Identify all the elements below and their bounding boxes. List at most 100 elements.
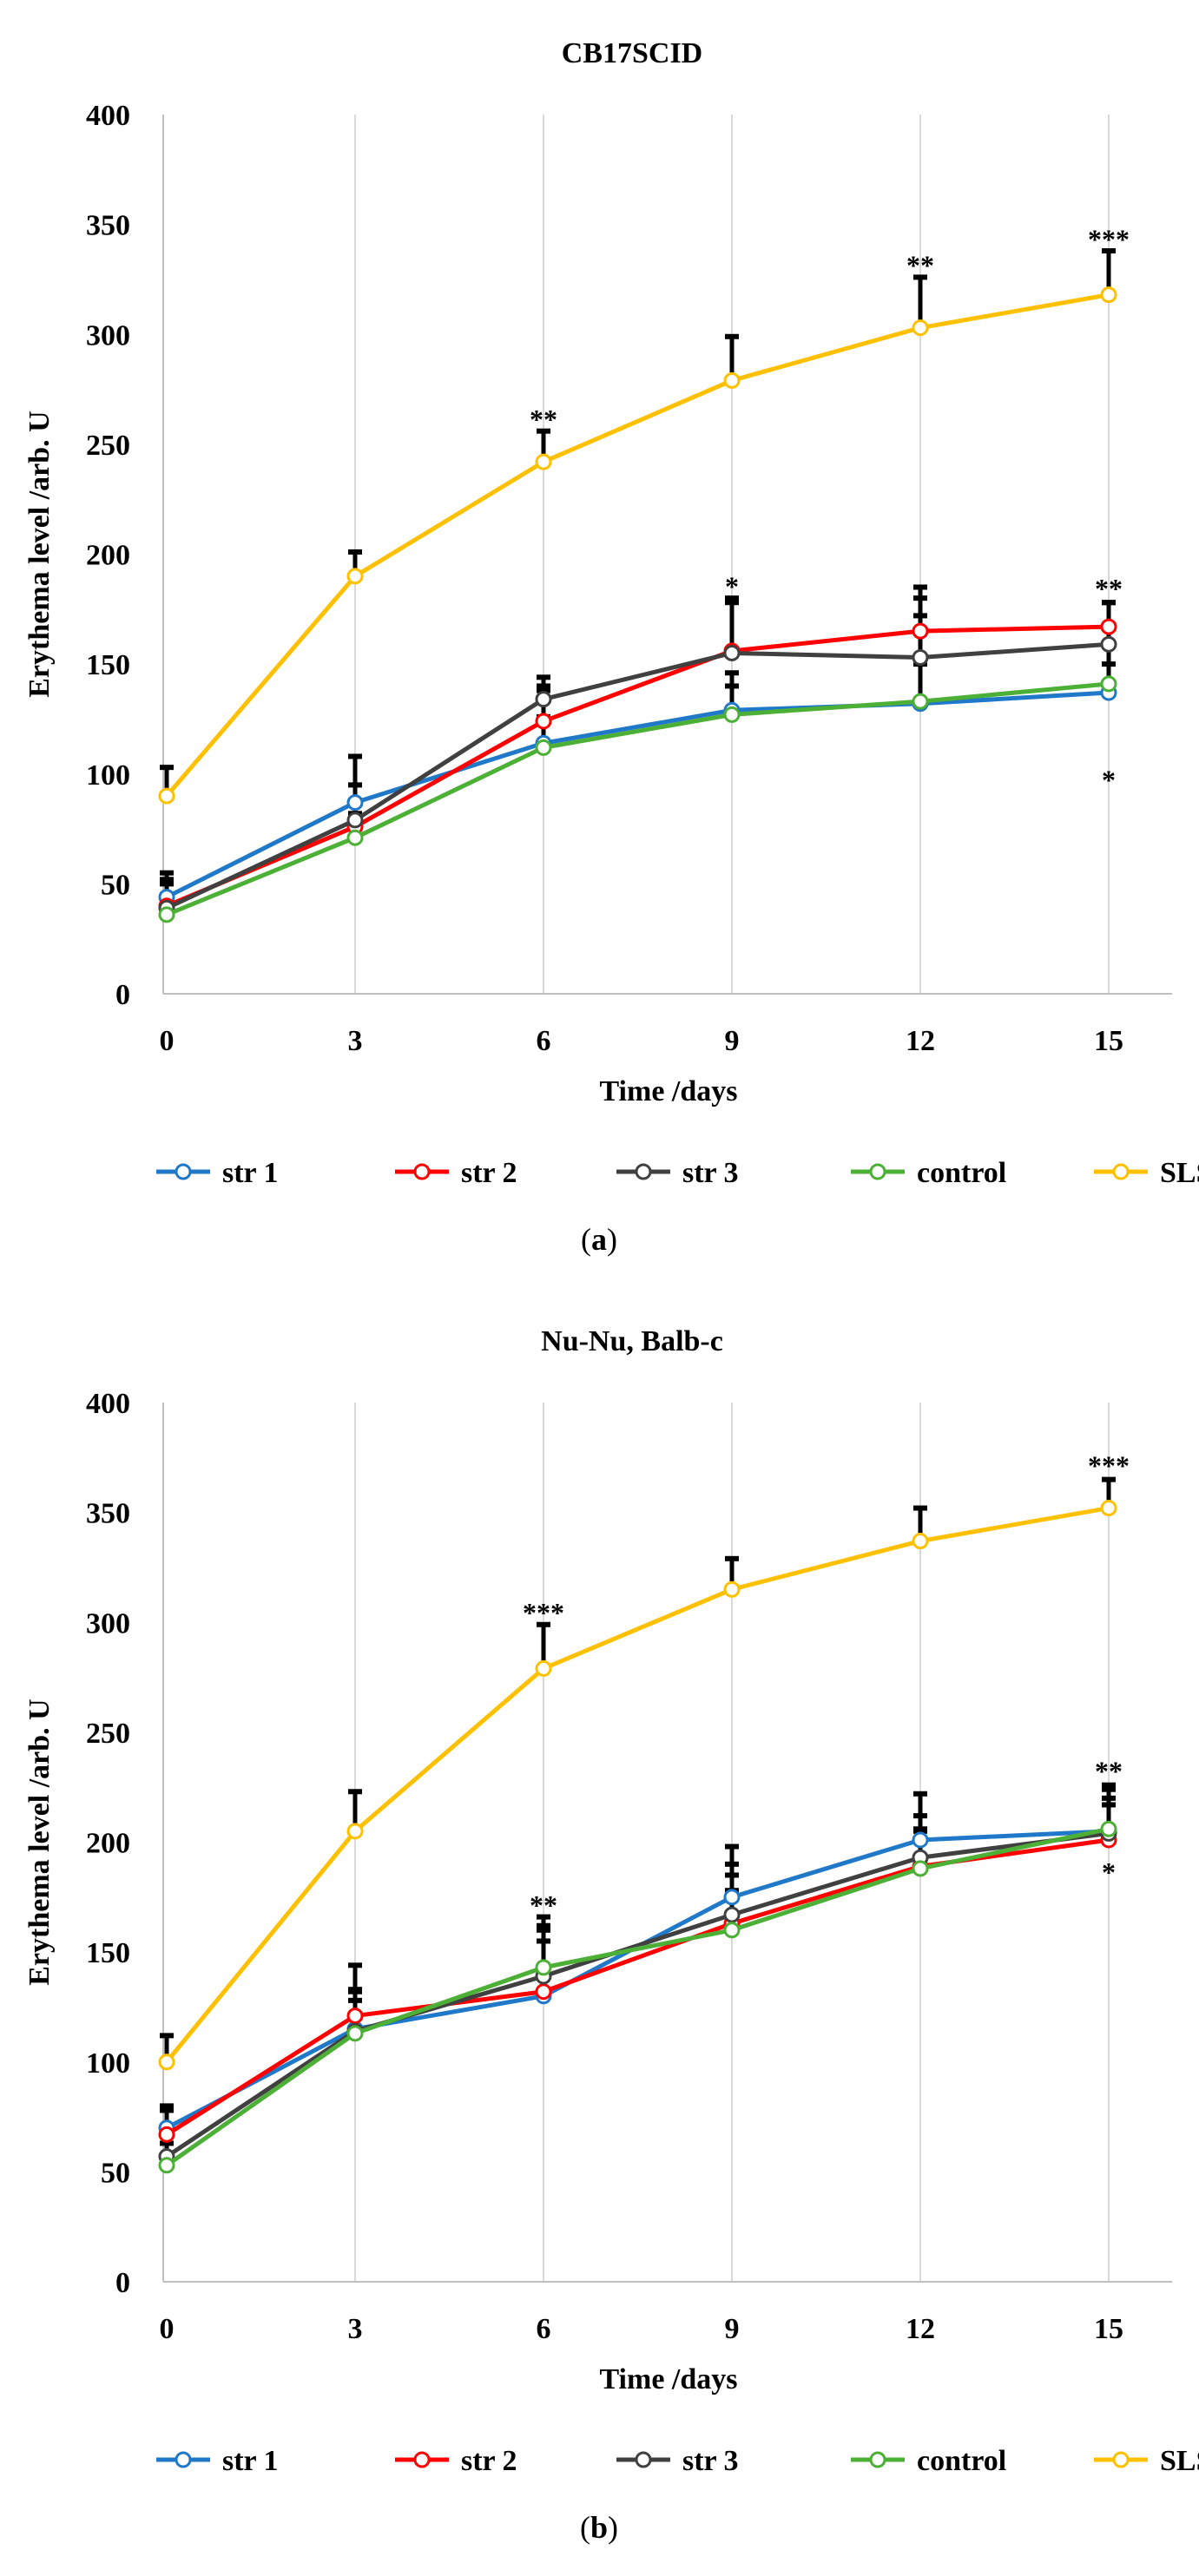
series-line-str-2 xyxy=(166,624,1110,909)
data-point-str-2 xyxy=(535,1983,552,2001)
significance-annotation: ** xyxy=(1095,573,1123,604)
legend-label: control xyxy=(917,2445,1006,2477)
chart-panel-a: CB17SCID 0 50 100 150 200 250 300 350 400 0 3 6 9 12 15… xyxy=(23,37,1199,1257)
data-point-str-1 xyxy=(912,1831,929,1849)
panel-label-open-paren: ( xyxy=(581,1222,591,1257)
data-point-SLS xyxy=(346,1823,364,1840)
data-point-control xyxy=(346,829,364,846)
y-tick-label: 400 xyxy=(86,100,130,132)
data-point-str-3 xyxy=(723,644,741,661)
series-line-control xyxy=(165,1826,1110,2167)
series-line-str-3 xyxy=(165,641,1110,910)
chart-nu-nu-balb-c: Nu-Nu, Balb-c 0 50 100 150 200 250 300 350 400 0 3 6… xyxy=(23,1325,1199,2545)
x-tick-label: 15 xyxy=(1094,2313,1123,2345)
significance-annotation: *** xyxy=(1088,1449,1130,1481)
legend-swatch-marker xyxy=(869,2451,886,2468)
data-point-control xyxy=(158,906,175,923)
chart-cb17scid: CB17SCID 0 50 100 150 200 250 300 350 400 0 3 6 9 12 15… xyxy=(23,37,1199,1257)
series-line-str-1 xyxy=(165,690,1110,899)
data-point-control xyxy=(723,706,741,723)
y-tick-label: 0 xyxy=(115,979,130,1011)
data-point-str-3 xyxy=(346,812,364,829)
y-tick-label: 350 xyxy=(86,1498,130,1530)
legend-label: SLS xyxy=(1160,2445,1199,2477)
chart-panel-b: Nu-Nu, Balb-c 0 50 100 150 200 250 300 350 400 0 3 6… xyxy=(0,1288,1199,2576)
x-tick-label: 9 xyxy=(725,1025,740,1057)
x-tick-label: 6 xyxy=(537,2313,551,2345)
data-point-control xyxy=(912,1860,929,1877)
significance-annotation: ** xyxy=(1095,1755,1123,1786)
legend-swatch-marker xyxy=(869,1163,886,1180)
y-tick-label: 200 xyxy=(86,540,130,572)
data-point-control xyxy=(535,1959,552,1976)
data-point-SLS xyxy=(912,319,929,337)
y-tick-label: 250 xyxy=(86,430,130,462)
significance-annotation: * xyxy=(725,570,739,601)
y-tick-label: 300 xyxy=(86,319,130,352)
legend-label: str 1 xyxy=(222,1157,279,1189)
data-point-control xyxy=(346,2025,364,2042)
legend-swatch-marker xyxy=(635,1163,652,1180)
y-tick-label: 150 xyxy=(86,1937,130,1969)
x-tick-label: 6 xyxy=(537,1025,551,1057)
series-line-SLS xyxy=(165,292,1110,798)
legend-swatch-marker xyxy=(175,1163,192,1180)
legend-swatch-marker xyxy=(413,2451,431,2468)
legend-label: str 1 xyxy=(222,2445,279,2477)
series-line-control xyxy=(166,681,1110,917)
data-point-str-3 xyxy=(535,691,552,708)
x-tick-label: 0 xyxy=(160,1025,175,1057)
data-point-SLS xyxy=(346,568,364,585)
x-tick-label: 12 xyxy=(906,1025,935,1057)
y-tick-label: 150 xyxy=(86,649,130,681)
data-point-control xyxy=(912,693,929,710)
x-tick-label: 9 xyxy=(725,2313,740,2345)
y-tick-label: 100 xyxy=(86,2047,130,2080)
panel-label-close-paren: ) xyxy=(607,1222,617,1257)
x-tick-label: 0 xyxy=(160,2313,175,2345)
series-line-str-3 xyxy=(165,1830,1110,2159)
panel-label-close-paren: ) xyxy=(608,2510,618,2545)
series-line-str-1 xyxy=(165,1829,1110,2130)
legend-label: str 2 xyxy=(461,1157,517,1189)
significance-annotation: ** xyxy=(906,250,934,281)
significance-annotation: *** xyxy=(1088,223,1130,254)
legend-swatch-marker xyxy=(635,2451,652,2468)
data-point-str-2 xyxy=(346,2008,364,2025)
legend-swatch-marker xyxy=(413,1163,431,1180)
panel-label: (a) xyxy=(581,1222,617,1257)
significance-annotation: *** xyxy=(523,1597,564,1628)
data-point-control xyxy=(535,739,552,756)
y-tick-label: 350 xyxy=(86,210,130,242)
y-axis-label: Erythema level /arb. U xyxy=(23,1699,56,1986)
legend-label: SLS xyxy=(1160,1157,1199,1189)
series-line-SLS xyxy=(165,1506,1110,2064)
panel-label-open-paren: ( xyxy=(580,2510,590,2545)
data-point-str-3 xyxy=(912,649,929,667)
data-point-str-2 xyxy=(158,2126,175,2143)
y-tick-label: 0 xyxy=(115,2267,130,2299)
y-tick-label: 100 xyxy=(86,759,130,792)
x-tick-label: 15 xyxy=(1094,1025,1123,1057)
data-point-SLS xyxy=(535,453,552,470)
x-tick-label: 12 xyxy=(906,2313,935,2345)
series-line-str-2 xyxy=(165,1837,1110,2137)
y-tick-label: 50 xyxy=(101,869,130,901)
significance-annotation: * xyxy=(1102,1856,1116,1888)
y-tick-label: 200 xyxy=(86,1828,130,1860)
y-tick-label: 250 xyxy=(86,1718,130,1750)
x-axis-label: Time /days xyxy=(599,2363,737,2395)
data-point-SLS xyxy=(723,1580,741,1598)
data-point-str-3 xyxy=(1100,635,1117,653)
significance-annotation: ** xyxy=(530,404,557,435)
legend-swatch-marker xyxy=(1112,1163,1130,1180)
data-point-SLS xyxy=(535,1659,552,1677)
legend-swatch-marker xyxy=(175,2451,192,2468)
panel-label: (b) xyxy=(580,2510,618,2545)
legend-swatch-marker xyxy=(1112,2451,1130,2468)
y-tick-label: 300 xyxy=(86,1607,130,1640)
x-tick-label: 3 xyxy=(348,1025,363,1057)
data-point-str-1 xyxy=(346,794,364,812)
data-point-str-3 xyxy=(723,1906,741,1923)
significance-annotation: ** xyxy=(530,1889,557,1921)
